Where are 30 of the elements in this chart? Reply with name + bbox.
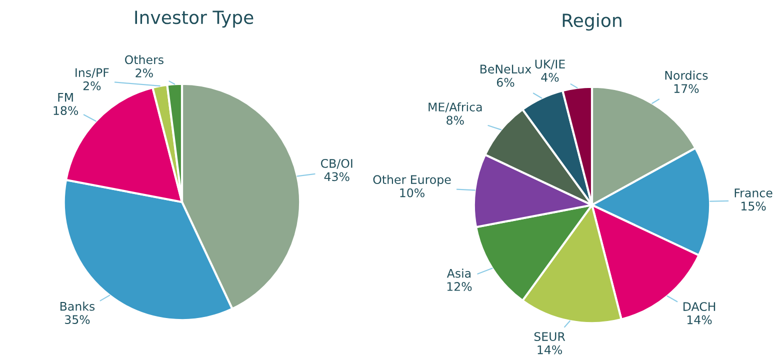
- slice-label: SEUR: [534, 332, 566, 342]
- data-label: 43%: [324, 172, 350, 182]
- slice-label: Asia: [446, 268, 471, 278]
- data-label: 4%: [541, 72, 559, 82]
- data-label: 18%: [54, 106, 78, 116]
- data-label: 2%: [136, 68, 153, 78]
- data-label: 12%: [447, 282, 472, 291]
- chart-title: Region: [562, 13, 622, 31]
- chart-title: Investor Type: [135, 10, 254, 28]
- data-label: 10%: [400, 188, 424, 198]
- data-label: 15%: [741, 202, 766, 211]
- slice-label: Other Europe: [373, 174, 451, 186]
- slice-label: UK/IE: [535, 60, 565, 70]
- data-label: 14%: [538, 345, 562, 354]
- slice-label: Others: [125, 55, 164, 64]
- data-label: 2%: [83, 81, 101, 90]
- slice-label: FM: [58, 93, 73, 102]
- slice-label: CB/OI: [320, 158, 352, 169]
- slice-label: ME/Africa: [428, 102, 482, 112]
- data-label: 6%: [496, 78, 514, 87]
- slice-label: Banks: [60, 302, 95, 311]
- data-label: 17%: [674, 84, 699, 94]
- slice-label: DACH: [684, 302, 716, 312]
- data-label: 35%: [65, 315, 90, 324]
- slice-label: Ins/PF: [76, 68, 109, 78]
- slice-label: BeNeLux: [480, 64, 532, 74]
- data-label: 14%: [687, 315, 712, 324]
- slice-label: Nordics: [665, 70, 708, 80]
- slice-label: France: [734, 188, 772, 198]
- data-label: 8%: [446, 116, 464, 125]
